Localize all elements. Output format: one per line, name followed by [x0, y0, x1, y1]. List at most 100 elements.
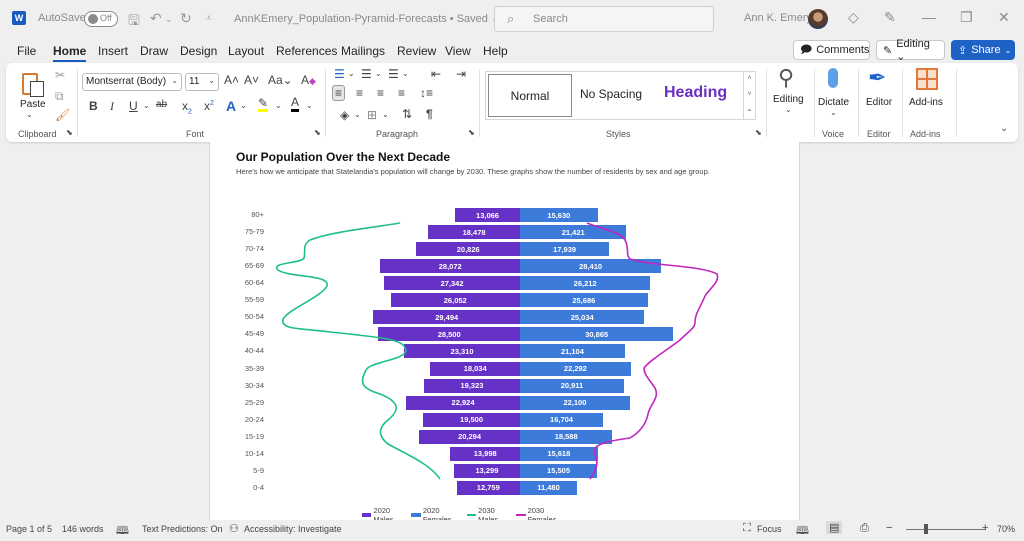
more-styles-icon[interactable]: ⩡ [747, 107, 752, 114]
style-heading[interactable]: Heading [664, 84, 728, 101]
bar-2020-females[interactable]: 21,421 [520, 225, 627, 240]
editing-mode-button[interactable]: ✎ Editing ⌄ [876, 38, 945, 63]
strikethrough-icon[interactable]: ab [156, 99, 168, 110]
highlight-icon[interactable]: ✎ [258, 96, 269, 112]
read-mode-icon[interactable]: 🕮 [796, 525, 809, 537]
tab-view[interactable]: View [445, 44, 471, 58]
editing-label[interactable]: Editing [773, 94, 804, 105]
bar-2020-males[interactable]: 28,500 [378, 327, 520, 342]
bar-2020-females[interactable]: 15,505 [520, 463, 598, 478]
tab-design[interactable]: Design [180, 44, 218, 58]
customize-qat-icon[interactable]: ⩡ [206, 13, 212, 24]
bar-2020-males[interactable]: 13,998 [450, 446, 520, 461]
paste-icon[interactable] [20, 69, 46, 99]
collapse-ribbon-icon[interactable]: ⌄ [1000, 123, 1009, 134]
multilevel-dropdown-icon[interactable]: ⌄ [402, 69, 409, 78]
paste-dropdown-icon[interactable]: ⌄ [26, 110, 33, 119]
tab-references[interactable]: References [276, 44, 338, 58]
zoom-slider-thumb[interactable] [924, 524, 928, 534]
bar-2020-females[interactable]: 15,618 [520, 446, 598, 461]
dialog-launcher-icon[interactable]: ⬊ [755, 128, 762, 137]
bar-2020-males[interactable]: 27,342 [384, 276, 520, 291]
undo-icon[interactable]: ↶ [150, 10, 162, 26]
pilcrow-icon[interactable]: ¶ [426, 107, 433, 121]
editor-pen-icon[interactable]: ✒ [868, 65, 887, 90]
minimize-icon[interactable]: — [922, 9, 936, 25]
tab-insert[interactable]: Insert [98, 44, 129, 58]
redo-icon[interactable]: ↻ [180, 10, 192, 26]
bar-2020-females[interactable]: 22,100 [520, 395, 630, 410]
accessibility-status[interactable]: Accessibility: Investigate [244, 524, 342, 534]
bar-2020-males[interactable]: 19,323 [423, 378, 520, 393]
bullets-dropdown-icon[interactable]: ⌄ [348, 69, 355, 78]
bold-icon[interactable]: B [89, 99, 98, 113]
save-icon[interactable]: 🖫 [128, 12, 140, 28]
bar-2020-males[interactable]: 26,052 [390, 293, 520, 308]
bar-2020-females[interactable]: 15,630 [520, 208, 598, 222]
style-no-spacing[interactable]: No Spacing [580, 87, 643, 101]
bar-2020-males[interactable]: 12,759 [456, 480, 520, 495]
zoom-level[interactable]: 70% [997, 524, 1016, 534]
tab-file[interactable]: File [17, 44, 37, 58]
text-predictions[interactable]: Text Predictions: On [142, 524, 223, 534]
grow-font-icon[interactable]: A˄ [224, 73, 240, 87]
document-title[interactable]: AnnKEmery_Population-Pyramid-Forecasts •… [234, 13, 501, 25]
undo-dropdown-icon[interactable]: ⌄ [165, 14, 173, 24]
style-normal[interactable]: Normal [488, 74, 572, 117]
bar-2020-females[interactable]: 28,410 [520, 259, 662, 274]
align-right-icon[interactable]: ≡ [377, 86, 385, 100]
document-page[interactable]: Our Population Over the Next Decade Here… [209, 142, 800, 524]
bar-2020-females[interactable]: 17,939 [520, 242, 610, 257]
shading-icon[interactable]: ◈ [340, 108, 350, 122]
comments-button[interactable]: 🗩 Comments [793, 40, 870, 60]
bar-2020-males[interactable]: 13,299 [453, 463, 520, 478]
align-left-icon[interactable]: ≡ [332, 85, 346, 101]
dialog-launcher-icon[interactable]: ⬊ [66, 128, 73, 137]
font-color-dropdown-icon[interactable]: ⌄ [306, 101, 313, 110]
numbering-dropdown-icon[interactable]: ⌄ [375, 69, 382, 78]
clear-formatting-icon[interactable]: A◆ [301, 73, 316, 87]
underline-dropdown-icon[interactable]: ⌄ [143, 101, 150, 110]
copy-icon[interactable]: ⧉ [55, 89, 64, 103]
dictate-dropdown-icon[interactable]: ⌄ [830, 108, 837, 117]
search-input[interactable]: ⌕ Search [494, 6, 714, 32]
dictate-label[interactable]: Dictate [818, 97, 850, 108]
bar-2020-females[interactable]: 22,292 [520, 361, 631, 376]
text-effects-dropdown-icon[interactable]: ⌄ [240, 101, 247, 110]
dialog-launcher-icon[interactable]: ⬊ [468, 128, 475, 137]
microphone-icon[interactable] [828, 68, 838, 88]
diamond-icon[interactable]: ◇ [848, 9, 859, 25]
font-size-select[interactable]: 11 ⌄ [185, 73, 219, 91]
find-icon[interactable]: ⚲ [778, 65, 795, 90]
borders-dropdown-icon[interactable]: ⌄ [382, 110, 389, 119]
focus-icon[interactable]: ⛶ [743, 522, 751, 534]
close-icon[interactable]: ✕ [998, 9, 1010, 25]
user-name[interactable]: Ann K. Emery [744, 12, 812, 24]
bar-2020-males[interactable]: 19,500 [423, 412, 520, 427]
zoom-in-button[interactable]: + [982, 522, 989, 534]
justify-icon[interactable]: ≡ [398, 86, 406, 100]
bar-2020-females[interactable]: 26,212 [520, 276, 651, 291]
borders-icon[interactable]: ⊞ [367, 108, 378, 122]
share-button[interactable]: ⇪ Share ⌄ [951, 40, 1015, 60]
styles-scroll[interactable]: ˄ ˅ ⩡ [743, 71, 755, 120]
editing-dropdown-icon[interactable]: ⌄ [785, 105, 792, 114]
tab-home[interactable]: Home [53, 44, 87, 62]
dialog-launcher-icon[interactable]: ⬊ [314, 128, 321, 137]
subscript-icon[interactable]: x2 [182, 99, 192, 116]
restore-icon[interactable]: ❐ [960, 9, 973, 25]
tab-draw[interactable]: Draw [140, 44, 169, 58]
font-color-icon[interactable]: A [291, 96, 300, 112]
bar-2020-females[interactable]: 25,686 [520, 293, 648, 308]
text-effects-icon[interactable]: A [226, 98, 237, 114]
bar-2020-females[interactable]: 18,588 [520, 429, 613, 444]
autosave-toggle[interactable]: Off [84, 11, 118, 27]
italic-icon[interactable]: I [110, 99, 114, 113]
editor-label[interactable]: Editor [866, 97, 893, 108]
proofing-icon[interactable]: 🕮 [116, 525, 129, 537]
bar-2020-males[interactable]: 29,494 [373, 310, 520, 325]
print-layout-icon[interactable]: ▤ [826, 521, 843, 534]
cut-icon[interactable]: ✂ [55, 68, 66, 82]
highlight-dropdown-icon[interactable]: ⌄ [275, 101, 282, 110]
shrink-font-icon[interactable]: A˅ [244, 73, 260, 87]
